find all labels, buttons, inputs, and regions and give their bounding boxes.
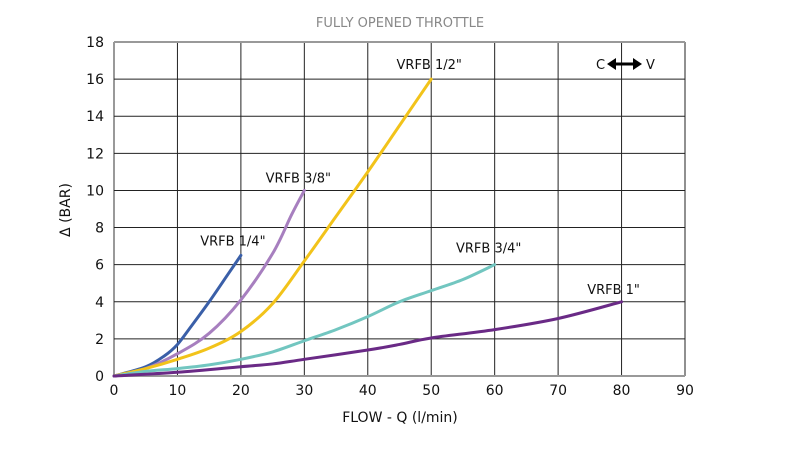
- x-axis-label: FLOW - Q (l/min): [342, 410, 458, 426]
- y-tick-label: 0: [95, 369, 104, 385]
- series-labels: VRFB 1/4" VRFB 3/8" VRFB 1/2" VRFB 3/4" VRFB…: [200, 58, 640, 298]
- x-tick-label: 10: [169, 383, 187, 399]
- y-tick-label: 4: [95, 295, 104, 311]
- series-label: VRFB 1": [587, 283, 640, 298]
- x-tick-label: 80: [613, 383, 631, 399]
- direction-annotation: C V: [596, 58, 655, 73]
- series-group: [112, 77, 624, 378]
- grid: [113, 41, 686, 377]
- series-line: [112, 263, 497, 378]
- chart-title: FULLY OPENED THROTTLE: [316, 16, 484, 31]
- y-tick-label: 18: [86, 35, 104, 51]
- x-tick-label: 40: [359, 383, 377, 399]
- y-tick-label: 12: [86, 146, 104, 162]
- series-label: VRFB 1/4": [200, 234, 265, 249]
- series-line: [112, 253, 243, 378]
- series-label: VRFB 3/8": [266, 171, 331, 186]
- x-tick-label: 90: [676, 383, 694, 399]
- x-tick-label: 50: [422, 383, 440, 399]
- tick-labels: 0 10 20 30 40 50 60 70 80 90 0 2 4 6 8 10 12 14 16 18: [86, 35, 694, 399]
- y-tick-label: 2: [95, 332, 104, 348]
- x-tick-label: 30: [295, 383, 313, 399]
- series-line: [112, 300, 624, 378]
- double-arrow-icon: [607, 58, 642, 70]
- x-tick-label: 70: [549, 383, 567, 399]
- y-tick-label: 6: [95, 258, 104, 274]
- x-tick-label: 60: [486, 383, 504, 399]
- annotation-left: C: [596, 58, 605, 73]
- y-tick-label: 14: [86, 109, 104, 125]
- y-tick-label: 8: [95, 221, 104, 237]
- x-tick-label: 0: [110, 383, 119, 399]
- y-tick-label: 10: [86, 183, 104, 199]
- x-tick-label: 20: [232, 383, 250, 399]
- series-line: [112, 77, 433, 378]
- series-label: VRFB 1/2": [397, 58, 462, 73]
- series-label: VRFB 3/4": [456, 242, 521, 257]
- y-axis-label: Δ (BAR): [58, 183, 74, 237]
- y-tick-label: 16: [86, 72, 104, 88]
- annotation-right: V: [646, 58, 655, 73]
